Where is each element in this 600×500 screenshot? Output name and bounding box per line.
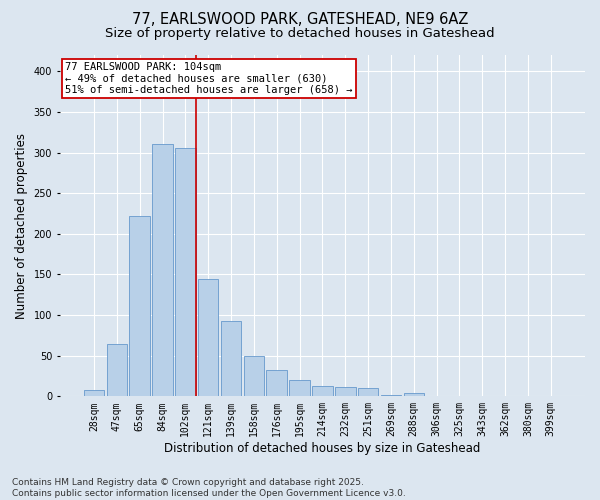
Bar — [107, 344, 127, 396]
Bar — [152, 144, 173, 396]
Bar — [289, 380, 310, 396]
Bar — [358, 388, 379, 396]
X-axis label: Distribution of detached houses by size in Gateshead: Distribution of detached houses by size … — [164, 442, 481, 455]
Y-axis label: Number of detached properties: Number of detached properties — [15, 132, 28, 318]
Text: Size of property relative to detached houses in Gateshead: Size of property relative to detached ho… — [105, 28, 495, 40]
Bar — [83, 390, 104, 396]
Bar — [312, 386, 332, 396]
Bar — [380, 394, 401, 396]
Bar — [404, 393, 424, 396]
Bar — [130, 216, 150, 396]
Text: 77, EARLSWOOD PARK, GATESHEAD, NE9 6AZ: 77, EARLSWOOD PARK, GATESHEAD, NE9 6AZ — [132, 12, 468, 28]
Text: 77 EARLSWOOD PARK: 104sqm
← 49% of detached houses are smaller (630)
51% of semi: 77 EARLSWOOD PARK: 104sqm ← 49% of detac… — [65, 62, 353, 95]
Bar — [175, 148, 196, 396]
Bar — [335, 388, 356, 396]
Bar — [266, 370, 287, 396]
Bar — [198, 280, 218, 396]
Text: Contains HM Land Registry data © Crown copyright and database right 2025.
Contai: Contains HM Land Registry data © Crown c… — [12, 478, 406, 498]
Bar — [244, 356, 264, 397]
Bar — [221, 321, 241, 396]
